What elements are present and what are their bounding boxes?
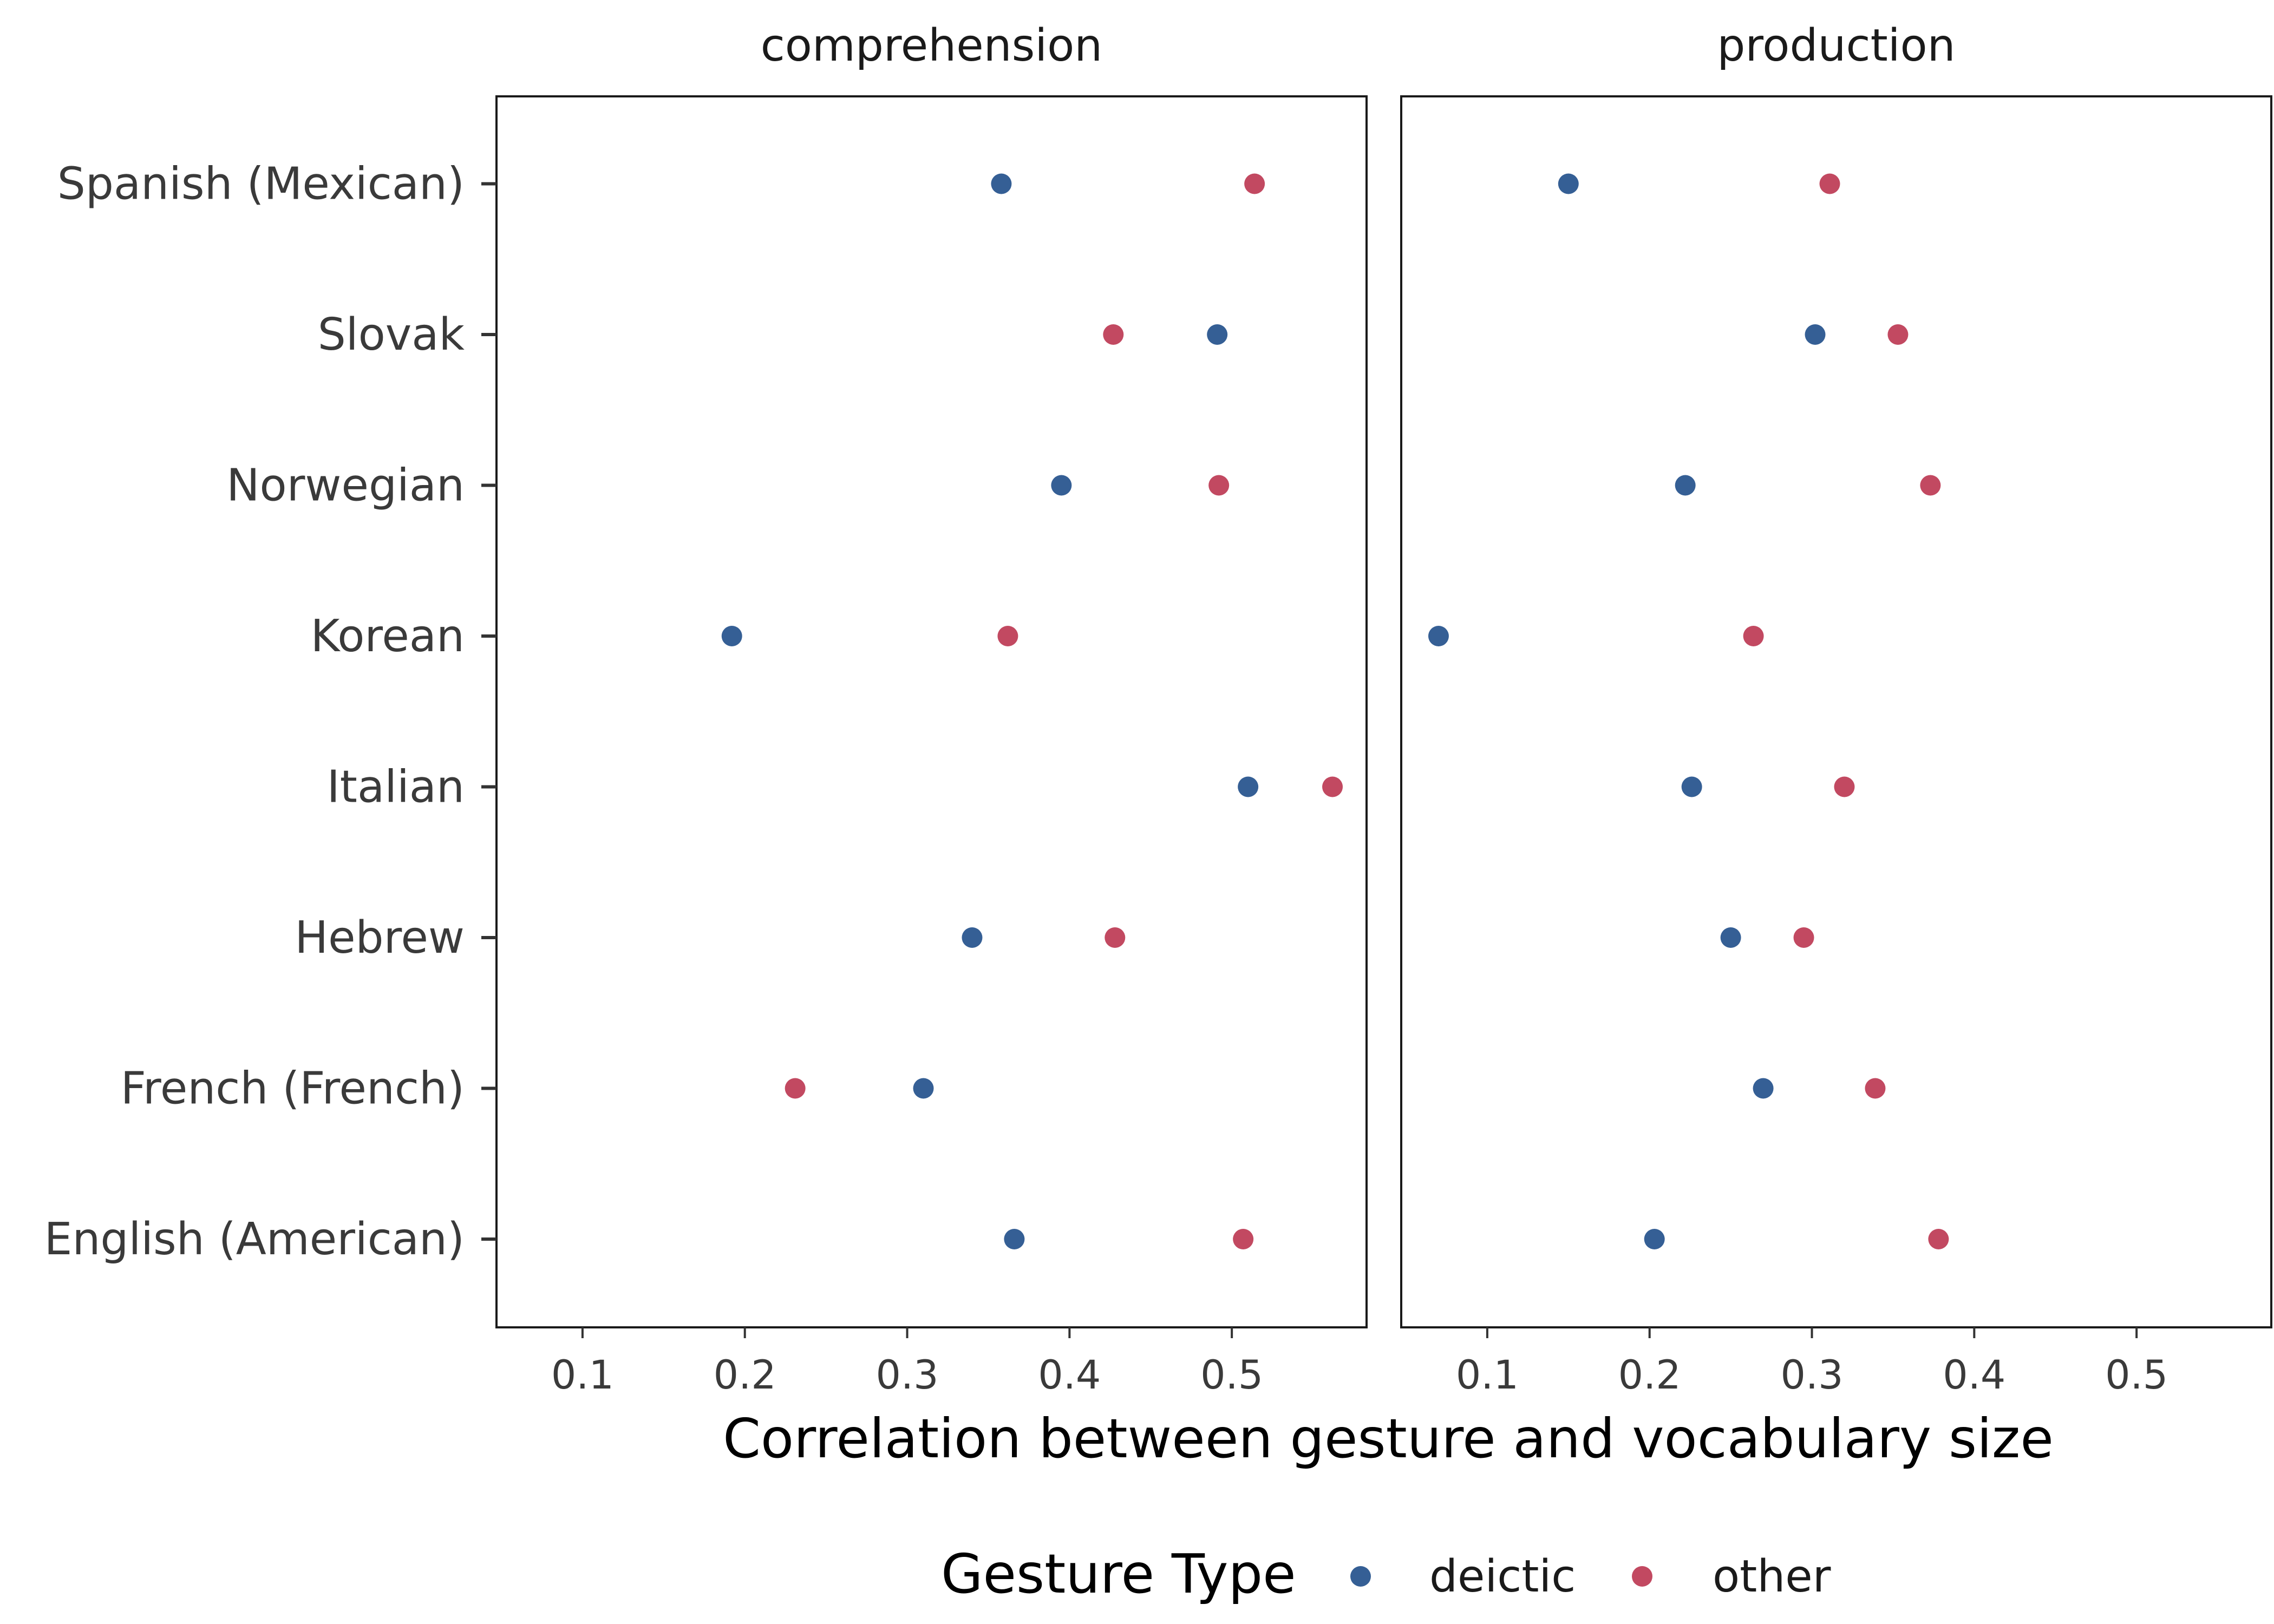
x-tick-label: 0.5 (1200, 1352, 1263, 1398)
point-deictic-english-american (1644, 1229, 1665, 1249)
point-other-french-french (1865, 1078, 1886, 1099)
point-other-hebrew (1793, 927, 1814, 948)
point-deictic-hebrew (962, 927, 983, 948)
y-tick-label: Hebrew (295, 912, 465, 964)
x-tick-label: 0.4 (1038, 1352, 1101, 1398)
panel-comprehension: comprehension 0.1 0.2 0.3 0.4 0.5 (495, 20, 1368, 1398)
legend: Gesture Type deictic other (941, 1542, 1831, 1606)
legend-title: Gesture Type (941, 1542, 1296, 1606)
x-tick-label: 0.3 (875, 1352, 938, 1398)
y-axis: English (American) French (French) Hebrew I… (44, 159, 496, 1265)
point-deictic-spanish-mexican (991, 173, 1012, 194)
x-tick-label: 0.5 (2105, 1352, 2168, 1398)
point-deictic-norwegian (1051, 475, 1072, 496)
legend-label-deictic: deictic (1429, 1551, 1576, 1602)
x-axis-title: Correlation between gesture and vocabula… (723, 1407, 2054, 1470)
y-tick-label: English (American) (44, 1214, 465, 1265)
x-tick-label: 0.1 (1456, 1352, 1519, 1398)
legend-key-deictic (1350, 1566, 1371, 1587)
point-deictic-norwegian (1675, 475, 1696, 496)
point-other-norwegian (1208, 475, 1230, 496)
panel-production: production 0.1 0.2 0.3 0.4 0.5 (1400, 20, 2272, 1398)
point-deictic-slovak (1207, 324, 1228, 345)
point-deictic-hebrew (1720, 927, 1741, 948)
point-other-slovak (1887, 324, 1909, 345)
point-other-spanish-mexican (1244, 173, 1265, 194)
x-tick-label: 0.2 (1618, 1352, 1681, 1398)
panel-strip-title: production (1717, 20, 1955, 71)
point-deictic-italian (1681, 776, 1702, 797)
point-other-italian (1322, 776, 1343, 797)
y-tick-label: French (French) (121, 1063, 465, 1115)
x-tick-label: 0.2 (714, 1352, 776, 1398)
point-deictic-french-french (913, 1078, 934, 1099)
y-tick-label: Korean (311, 611, 465, 662)
point-other-french-french (785, 1078, 806, 1099)
point-deictic-french-french (1753, 1078, 1774, 1099)
y-tick-label: Slovak (318, 309, 465, 361)
x-tick-label: 0.4 (1943, 1352, 2005, 1398)
x-tick-label: 0.1 (551, 1352, 614, 1398)
point-other-italian (1834, 776, 1855, 797)
point-deictic-slovak (1805, 324, 1826, 345)
point-other-english-american (1233, 1229, 1254, 1249)
legend-key-other (1632, 1566, 1652, 1587)
panel-frame (1400, 95, 2272, 1328)
panel-strip-title: comprehension (761, 20, 1103, 71)
point-deictic-korean (721, 626, 742, 646)
point-other-english-american (1928, 1229, 1949, 1249)
y-tick-label: Italian (327, 762, 465, 813)
y-tick-label: Spanish (Mexican) (57, 159, 465, 210)
x-tick-label: 0.3 (1780, 1352, 1843, 1398)
point-deictic-english-american (1004, 1229, 1025, 1249)
point-other-korean (997, 626, 1018, 646)
point-other-slovak (1103, 324, 1124, 345)
y-tick-label: Norwegian (226, 460, 465, 512)
point-other-korean (1743, 626, 1764, 646)
point-deictic-spanish-mexican (1558, 173, 1579, 194)
panels: comprehension 0.1 0.2 0.3 0.4 0.5 production 0.… (495, 20, 2272, 1398)
point-deictic-korean (1428, 626, 1449, 646)
point-other-hebrew (1105, 927, 1126, 948)
point-other-spanish-mexican (1819, 173, 1840, 194)
point-deictic-italian (1238, 776, 1259, 797)
legend-label-other: other (1713, 1551, 1831, 1602)
point-other-norwegian (1920, 475, 1941, 496)
panel-frame (495, 95, 1368, 1328)
